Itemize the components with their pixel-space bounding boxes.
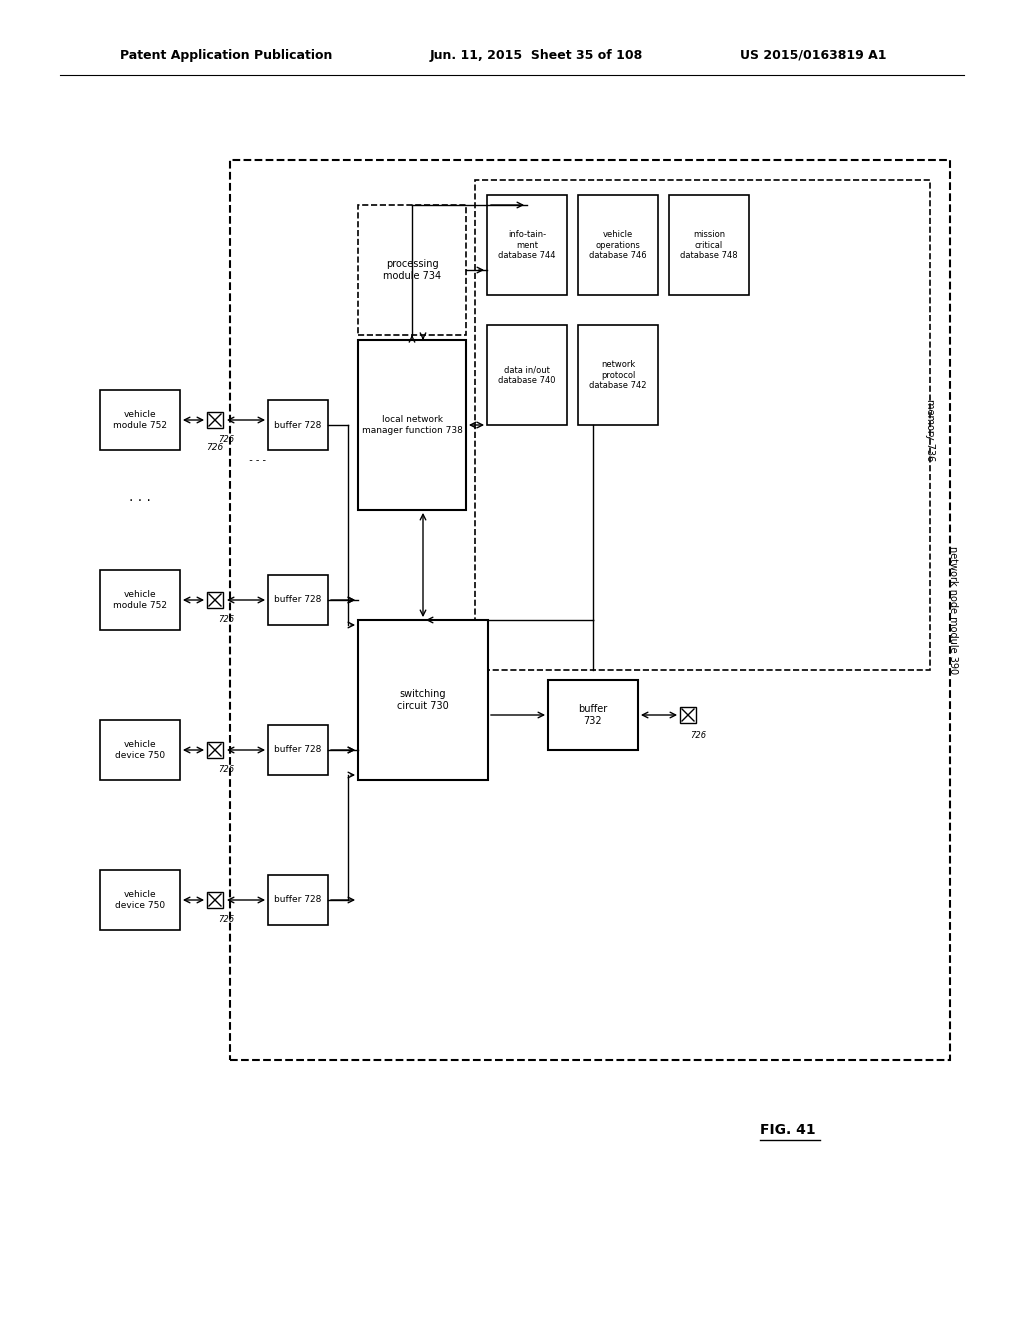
Bar [358,341,466,510]
Bar [100,570,180,630]
Text: network
protocol
database 742: network protocol database 742 [589,360,647,389]
Text: data in/out
database 740: data in/out database 740 [499,366,556,384]
Text: buffer
732: buffer 732 [579,704,607,726]
Bar [578,195,658,294]
Text: 726: 726 [218,436,234,445]
Text: US 2015/0163819 A1: US 2015/0163819 A1 [740,49,887,62]
Text: vehicle
module 752: vehicle module 752 [113,590,167,610]
Text: memory 736: memory 736 [925,399,935,461]
Text: 726: 726 [218,615,234,624]
Text: switching
circuit 730: switching circuit 730 [397,689,449,710]
Text: buffer 728: buffer 728 [274,895,322,904]
Bar [207,412,223,428]
Bar [268,725,328,775]
Text: . . .: . . . [129,490,151,504]
Text: FIG. 41: FIG. 41 [760,1123,816,1137]
Text: vehicle
device 750: vehicle device 750 [115,890,165,909]
Text: processing
module 734: processing module 734 [383,259,441,281]
Text: buffer 728: buffer 728 [274,595,322,605]
Bar [100,870,180,931]
Text: 726: 726 [218,766,234,775]
Text: local network
manager function 738: local network manager function 738 [361,416,463,434]
Text: Jun. 11, 2015  Sheet 35 of 108: Jun. 11, 2015 Sheet 35 of 108 [430,49,643,62]
Text: vehicle
device 750: vehicle device 750 [115,741,165,760]
Bar [548,680,638,750]
Bar [268,400,328,450]
Text: - - -: - - - [243,455,266,465]
Bar [358,620,488,780]
Bar [578,325,658,425]
Bar [268,875,328,925]
Text: vehicle
module 752: vehicle module 752 [113,411,167,430]
Text: 726: 726 [207,442,223,451]
Text: Patent Application Publication: Patent Application Publication [120,49,333,62]
Text: 726: 726 [218,916,234,924]
Bar [487,195,567,294]
Text: vehicle
operations
database 746: vehicle operations database 746 [589,230,647,260]
Text: 726: 726 [690,730,707,739]
Bar [207,892,223,908]
Bar [475,180,930,671]
Bar [207,591,223,609]
Bar [358,205,466,335]
Bar [230,160,950,1060]
Bar [207,742,223,758]
Bar [100,389,180,450]
Bar [487,325,567,425]
Text: info-tain-
ment
database 744: info-tain- ment database 744 [499,230,556,260]
Bar [680,708,696,723]
Text: network node module 390: network node module 390 [948,546,958,675]
Bar [100,719,180,780]
Text: mission
critical
database 748: mission critical database 748 [680,230,738,260]
Text: buffer 728: buffer 728 [274,421,322,429]
Bar [268,576,328,624]
Bar [669,195,749,294]
Text: buffer 728: buffer 728 [274,746,322,755]
